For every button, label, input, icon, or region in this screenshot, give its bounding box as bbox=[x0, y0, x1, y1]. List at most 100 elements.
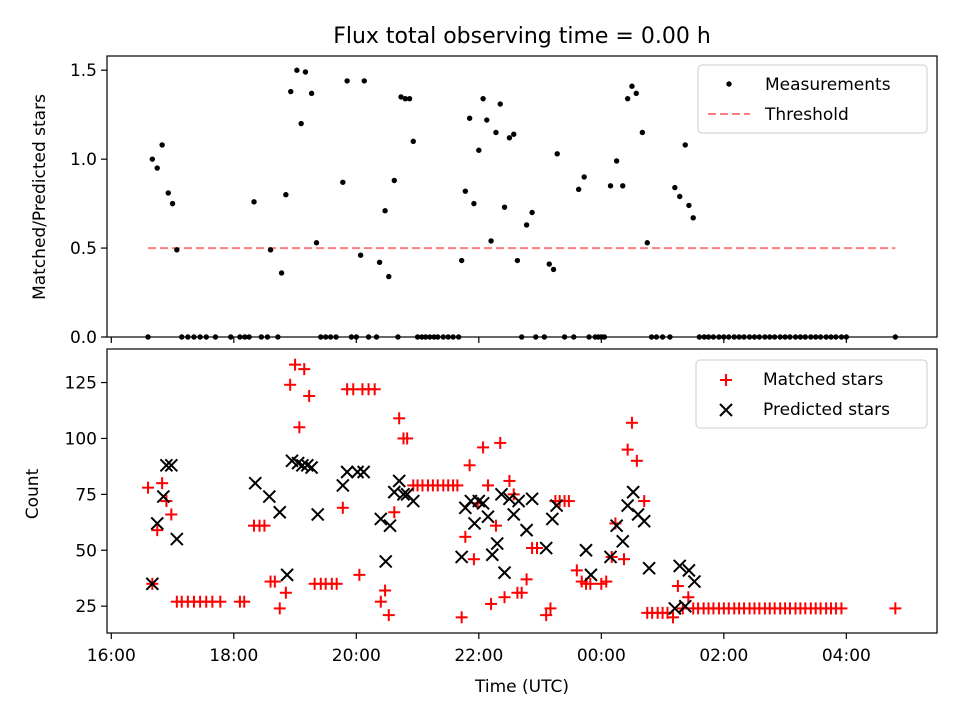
predicted-star-marker bbox=[620, 498, 635, 513]
legend-predicted-label: Predicted stars bbox=[763, 400, 890, 420]
measurement-point bbox=[581, 174, 587, 180]
bottom-y-tick-label: 50 bbox=[75, 541, 97, 561]
predicted-star-marker bbox=[497, 565, 512, 580]
matched-star-marker bbox=[494, 436, 507, 449]
matched-star-marker bbox=[336, 501, 349, 514]
predicted-star-marker bbox=[637, 514, 651, 528]
matched-star-marker bbox=[156, 477, 169, 490]
bottom-y-tick-label: 100 bbox=[65, 429, 97, 449]
measurement-point bbox=[493, 129, 499, 136]
bottom-panel: Count Time (UTC) 25 50 75 100 125 16:00 18:00… bbox=[23, 348, 938, 697]
predicted-star-marker bbox=[549, 498, 564, 513]
chart-title: Flux total observing time = 0.00 h bbox=[333, 24, 711, 49]
matched-star-marker bbox=[459, 530, 472, 543]
measurement-point bbox=[302, 69, 309, 75]
matched-star-marker bbox=[467, 553, 480, 566]
matched-star-marker bbox=[353, 568, 366, 581]
predicted-star-marker bbox=[262, 489, 277, 504]
measurement-point bbox=[629, 83, 635, 89]
matched-star-marker bbox=[293, 421, 306, 434]
predicted-star-marker bbox=[519, 523, 534, 537]
predicted-star-marker bbox=[356, 465, 371, 479]
top-y-tick-label: 1.5 bbox=[70, 61, 97, 81]
measurement-point bbox=[251, 199, 257, 205]
bottom-legend: Matched stars Predicted stars bbox=[695, 359, 928, 429]
matched-star-marker bbox=[273, 602, 286, 615]
predicted-star-marker bbox=[525, 492, 539, 506]
measurement-point bbox=[523, 222, 530, 228]
predicted-star-marker bbox=[156, 489, 171, 504]
top-legend: Measurements Threshold bbox=[697, 64, 928, 134]
top-y-ticks: 0.0 0.5 1.0 1.5 bbox=[70, 61, 107, 348]
predicted-star-marker bbox=[145, 577, 160, 591]
predicted-star-marker bbox=[481, 510, 495, 524]
measurement-point bbox=[550, 266, 557, 273]
measurement-point bbox=[682, 142, 688, 148]
measurement-point bbox=[386, 273, 392, 280]
matched-star-marker bbox=[393, 412, 406, 425]
predicted-star-marker bbox=[682, 563, 696, 578]
matched-star-marker bbox=[284, 378, 297, 391]
predicted-star-marker bbox=[392, 474, 406, 488]
measurement-point bbox=[633, 90, 639, 97]
measurement-point bbox=[458, 257, 465, 264]
predicted-star-marker bbox=[494, 487, 509, 502]
predicted-star-marker bbox=[511, 494, 526, 508]
matched-star-marker bbox=[682, 591, 695, 604]
legend-measurements-marker bbox=[726, 81, 732, 87]
matched-star-marker bbox=[666, 611, 679, 624]
matched-star-marker bbox=[279, 586, 292, 599]
matched-star-marker bbox=[401, 432, 414, 445]
matched-star-marker bbox=[625, 416, 638, 429]
measurement-point bbox=[677, 193, 683, 200]
top-panel: Flux total observing time = 0.00 h Match… bbox=[30, 24, 938, 348]
matched-star-marker bbox=[835, 602, 848, 615]
matched-star-marker bbox=[238, 595, 251, 608]
measurement-point bbox=[624, 95, 631, 102]
predicted-star-marker bbox=[539, 541, 553, 555]
matched-star-marker bbox=[520, 573, 533, 586]
matched-star-marker bbox=[298, 363, 311, 376]
measurement-point bbox=[398, 94, 404, 100]
bottom-legend-box bbox=[695, 359, 928, 429]
predicted-star-marker bbox=[340, 465, 354, 479]
measurement-point bbox=[607, 183, 614, 189]
matched-star-marker bbox=[289, 358, 302, 371]
bottom-x-tick-label: 04:00 bbox=[822, 646, 871, 666]
predicted-star-marker bbox=[626, 485, 640, 499]
measurement-point bbox=[529, 209, 535, 216]
matched-star-marker bbox=[214, 595, 227, 608]
measurement-point bbox=[402, 95, 409, 102]
measurement-point bbox=[672, 184, 678, 191]
bottom-y-tick-label: 25 bbox=[75, 597, 97, 617]
measurement-point bbox=[149, 156, 156, 162]
matched-star-marker bbox=[374, 595, 387, 608]
bottom-x-ticks: 16:00 18:00 20:00 22:00 00:00 02:00 04:00 bbox=[87, 633, 871, 666]
measurement-point bbox=[340, 179, 346, 185]
predicted-star-marker bbox=[406, 494, 420, 508]
predicted-stars-points bbox=[145, 454, 702, 616]
bottom-x-tick-label: 18:00 bbox=[209, 646, 258, 666]
legend-matched-label: Matched stars bbox=[763, 370, 883, 390]
measurement-point bbox=[480, 95, 486, 102]
x-axis-label: Time (UTC) bbox=[474, 677, 569, 697]
matched-star-marker bbox=[388, 506, 401, 519]
measurement-point bbox=[294, 67, 300, 73]
matched-star-marker bbox=[584, 577, 597, 590]
predicted-star-marker bbox=[673, 559, 687, 573]
measurement-point bbox=[410, 138, 416, 145]
measurement-point bbox=[391, 177, 397, 184]
measurement-point bbox=[174, 247, 180, 253]
matched-star-marker bbox=[515, 586, 528, 599]
measurement-point bbox=[511, 131, 517, 137]
predicted-star-marker bbox=[476, 496, 490, 511]
bottom-y-tick-label: 125 bbox=[65, 374, 97, 394]
matched-star-marker bbox=[268, 575, 281, 588]
matched-stars-points bbox=[142, 358, 902, 624]
matched-star-marker bbox=[544, 602, 557, 615]
measurement-point bbox=[488, 238, 494, 244]
measurement-point bbox=[169, 200, 176, 207]
top-y-axis-label: Matched/Predicted stars bbox=[30, 94, 50, 300]
predicted-star-marker bbox=[579, 543, 593, 557]
bottom-x-tick-label: 00:00 bbox=[577, 646, 626, 666]
